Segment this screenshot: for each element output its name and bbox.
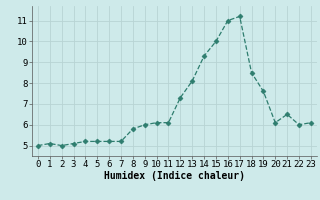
X-axis label: Humidex (Indice chaleur): Humidex (Indice chaleur) [104,171,245,181]
